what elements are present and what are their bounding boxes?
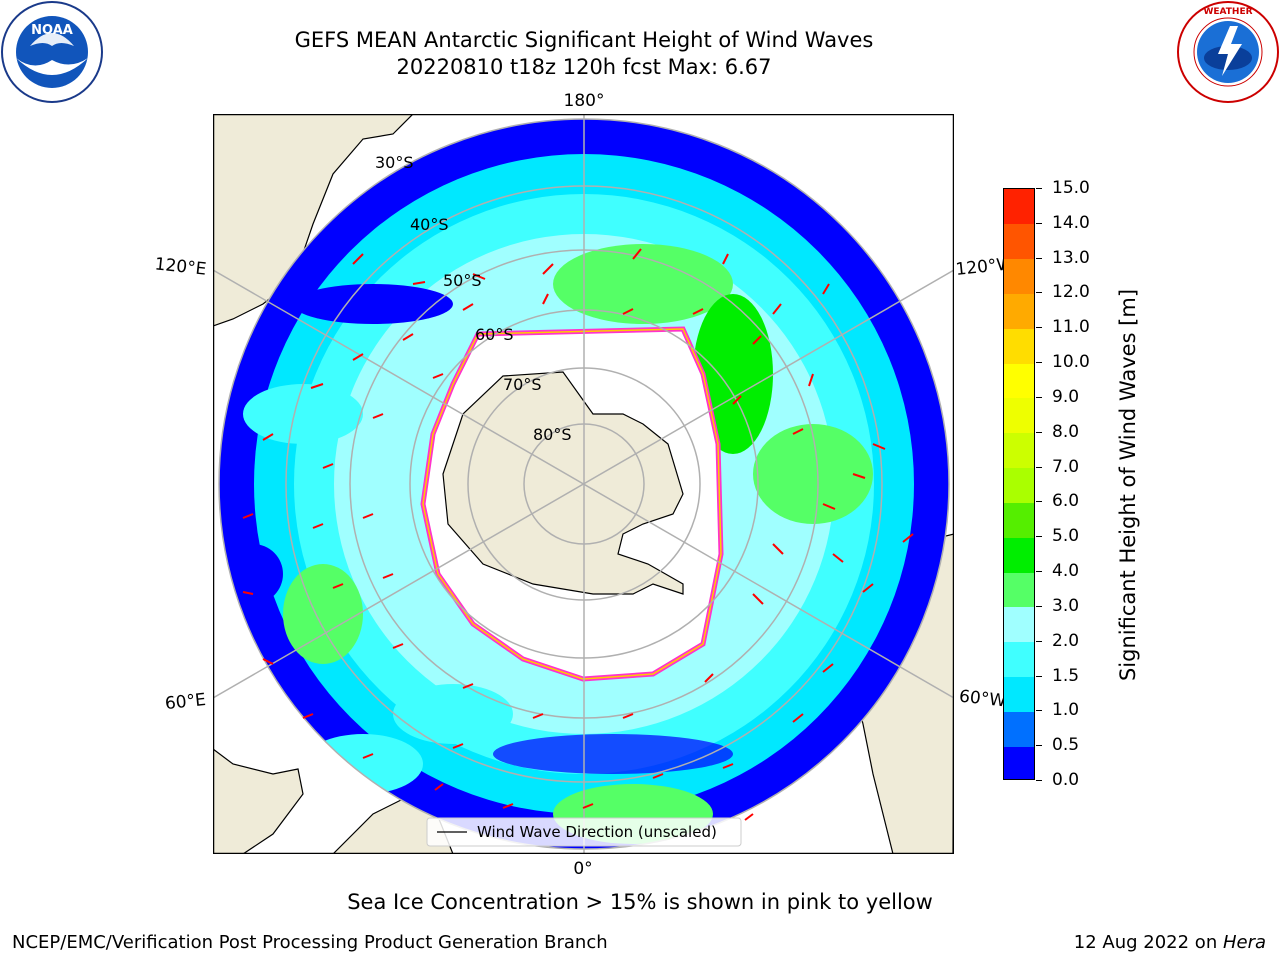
colorbar-segment [1004, 711, 1034, 747]
graticule [213, 114, 954, 854]
colorbar-tick [1036, 605, 1042, 607]
colorbar-tick [1036, 292, 1042, 294]
lat-label-50s: 50°S [443, 271, 482, 290]
colorbar-title: Significant Height of Wind Waves [m] [1116, 288, 1140, 682]
lon-label-60w: 60°W [958, 687, 1007, 712]
colorbar-segment [1004, 328, 1034, 364]
colorbar-tick [1036, 710, 1042, 712]
colorbar-tick-label: 7.0 [1052, 456, 1080, 477]
lat-label-30s: 30°S [375, 153, 414, 172]
colorbar-tick-label: 9.0 [1052, 386, 1080, 407]
colorbar-tick-label: 2.0 [1052, 630, 1080, 651]
lat-label-40s: 40°S [410, 215, 449, 234]
colorbar-tick [1036, 188, 1042, 189]
nws-logo: WEATHER [1177, 1, 1279, 103]
legend-label: Wind Wave Direction (unscaled) [477, 823, 717, 841]
colorbar-segment [1004, 189, 1034, 225]
colorbar-tick [1036, 466, 1042, 468]
latitude-labels: 30°S 40°S 50°S 60°S 70°S 80°S [375, 153, 572, 444]
colorbar-tick-label: 0.5 [1052, 735, 1080, 756]
colorbar-tick [1036, 780, 1042, 781]
colorbar-tick-label: 1.0 [1052, 700, 1080, 721]
colorbar-tick-label: 14.0 [1052, 212, 1090, 233]
colorbar-segment [1004, 746, 1034, 779]
colorbar-tick-label: 11.0 [1052, 317, 1090, 338]
colorbar-tick-label: 13.0 [1052, 247, 1090, 268]
colorbar-tick-label: 8.0 [1052, 421, 1080, 442]
colorbar-tick [1036, 362, 1042, 364]
footer-machine: Hera [1222, 932, 1266, 953]
colorbar-tick-label: 0.0 [1052, 770, 1080, 790]
colorbar-segment [1004, 467, 1034, 503]
colorbar-tick-label: 6.0 [1052, 491, 1080, 512]
svg-text:WEATHER: WEATHER [1203, 7, 1252, 17]
lon-label-60e: 60°E [164, 690, 207, 714]
colorbar-segment [1004, 258, 1034, 294]
colorbar-segment [1004, 572, 1034, 608]
colorbar-segment [1004, 641, 1034, 678]
colorbar-segment [1004, 676, 1034, 712]
colorbar-segment [1004, 432, 1034, 469]
lon-label-0: 0° [573, 859, 592, 879]
footer-credit: NCEP/EMC/Verification Post Processing Pr… [12, 932, 608, 953]
colorbar-segment [1004, 537, 1034, 573]
map-subtitle: 20220810 t18z 120h fcst Max: 6.67 [396, 55, 772, 79]
colorbar-tick [1036, 571, 1042, 573]
lat-label-60s: 60°S [475, 325, 514, 344]
colorbar-tick [1036, 536, 1042, 538]
sea-ice-note: Sea Ice Concentration > 15% is shown in … [347, 890, 933, 914]
colorbar-tick-label: 3.0 [1052, 595, 1080, 616]
colorbar-tick [1036, 257, 1042, 259]
footer-date: 12 Aug 2022 on Hera [1074, 932, 1266, 953]
colorbar-tick [1036, 501, 1042, 503]
map-title: GEFS MEAN Antarctic Significant Height o… [294, 28, 874, 52]
colorbar [1003, 188, 1035, 780]
colorbar-tick-label: 1.5 [1052, 665, 1080, 686]
colorbar-segment [1004, 223, 1034, 260]
map-legend: Wind Wave Direction (unscaled) [426, 817, 742, 847]
colorbar-tick-label: 10.0 [1052, 352, 1090, 373]
noaa-logo: NOAA [1, 1, 103, 103]
lat-label-70s: 70°S [503, 375, 542, 394]
colorbar-tick-label: 12.0 [1052, 282, 1090, 303]
polar-map: 30°S 40°S 50°S 60°S 70°S 80°S Wind Wave … [213, 114, 954, 854]
colorbar-tick [1036, 396, 1042, 398]
wind-wave-arrows [242, 248, 914, 821]
colorbar-tick [1036, 431, 1042, 433]
colorbar-tick [1036, 327, 1042, 329]
lon-label-120e: 120°E [154, 254, 208, 279]
footer-date-text: 12 Aug 2022 on [1073, 932, 1223, 953]
map-border [213, 114, 954, 854]
lat-label-80s: 80°S [533, 425, 572, 444]
colorbar-tick [1036, 675, 1042, 677]
colorbar-segment [1004, 606, 1034, 643]
colorbar-segment [1004, 363, 1034, 399]
colorbar-segment [1004, 502, 1034, 538]
colorbar-tick [1036, 745, 1042, 747]
colorbar-tick-label: 5.0 [1052, 526, 1080, 547]
colorbar-tick [1036, 222, 1042, 224]
colorbar-segment [1004, 397, 1034, 434]
colorbar-segment [1004, 293, 1034, 329]
colorbar-tick-label: 15.0 [1052, 178, 1090, 198]
colorbar-tick [1036, 640, 1042, 642]
colorbar-tick-label: 4.0 [1052, 561, 1080, 582]
noaa-logo-text: NOAA [31, 23, 73, 38]
antarctica [442, 371, 684, 595]
lon-label-180: 180° [564, 91, 605, 111]
